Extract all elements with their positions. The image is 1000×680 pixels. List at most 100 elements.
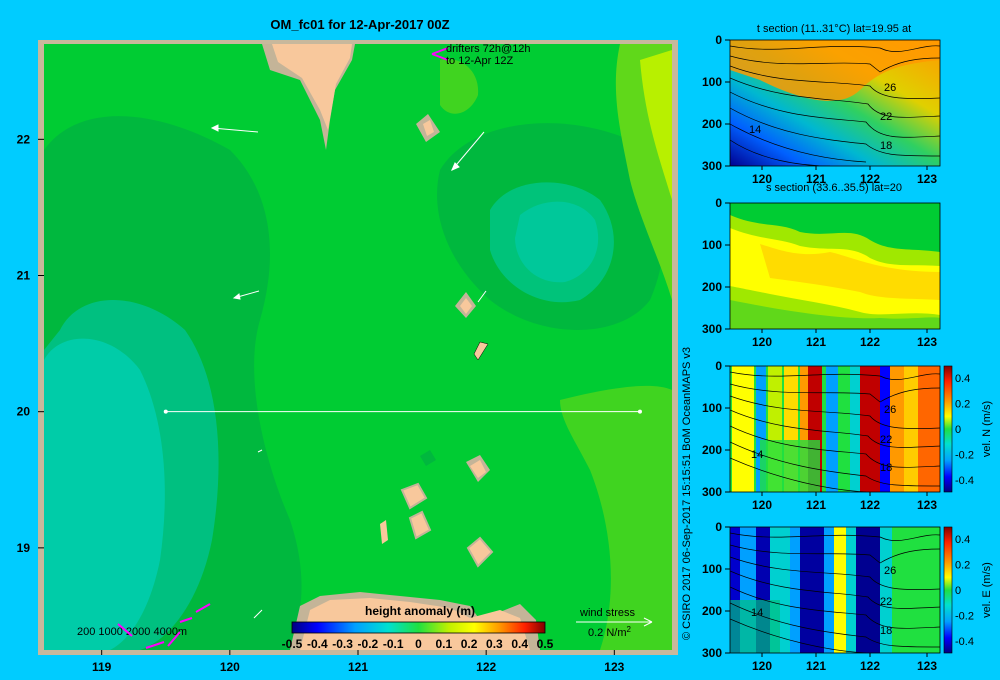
wind-stress-legend: wind stress 0.2 N/m2 xyxy=(576,607,653,639)
panel-y-tick-label: 100 xyxy=(702,75,722,89)
panel-colorbar-tick-label: 0.2 xyxy=(955,399,970,411)
colorbar-tick-label: -0.5 xyxy=(282,637,303,651)
section-line-start xyxy=(163,409,168,414)
panel-vn-colorbar xyxy=(943,365,953,493)
panel-t-contour-label: 18 xyxy=(880,140,892,152)
panel-x-tick-label: 122 xyxy=(860,659,880,673)
panel-x-tick-label: 123 xyxy=(917,335,937,349)
ssh-band-lowest xyxy=(44,338,165,650)
panel-vn-section: 26 22 18 14 vel. N (m/s) xyxy=(729,365,993,493)
panel-x-tick-label: 121 xyxy=(806,498,826,512)
island-sabtang xyxy=(473,341,489,361)
panel-s-band-deep xyxy=(730,300,940,329)
panel-ve-section: 26 22 18 14 vel. E (m/s) xyxy=(729,526,993,654)
section-line xyxy=(163,409,642,414)
colorbar-tick-label: 0.3 xyxy=(486,637,503,651)
panel-vn-contours xyxy=(730,371,940,492)
colorbar-tick-label: 0.2 xyxy=(461,637,478,651)
panel-ve-contour-label: 26 xyxy=(884,565,896,577)
seamount xyxy=(420,450,436,466)
wind-stress-arrow-head xyxy=(643,617,653,627)
map-x-tick-label: 120 xyxy=(220,660,240,674)
depth-legend-label: 200 1000 2000 4000m xyxy=(77,626,187,638)
panel-colorbar-tick-label: 0.4 xyxy=(955,373,970,385)
panel-vn-colorbar-label: vel. N (m/s) xyxy=(981,401,993,457)
current-vector xyxy=(477,290,487,303)
wind-stress-label: wind stress xyxy=(579,607,636,619)
credit-text: © CSIRO 2017 06-Sep-2017 15:15:51 BoM Oc… xyxy=(681,347,693,640)
map-title: OM_fc01 for 12-Apr-2017 00Z xyxy=(270,17,449,32)
current-vector-head xyxy=(210,124,219,132)
map-y-tick-label: 20 xyxy=(17,405,31,419)
panel-t-contour-label: 14 xyxy=(749,124,761,136)
panel-vn-frame xyxy=(729,365,941,493)
panel-s-frame xyxy=(729,202,941,330)
panel-colorbar-tick-label: 0 xyxy=(955,585,961,597)
panel-y-tick-label: 100 xyxy=(702,401,722,415)
island-batan xyxy=(460,298,472,314)
island-green-land xyxy=(423,120,434,136)
colorbar-tick-label: -0.2 xyxy=(358,637,379,651)
drifters-legend-line2: to 12-Apr 12Z xyxy=(446,55,514,67)
height-colorbar: height anomaly (m) -0.5 -0.4 -0.3 -0.2 -0.1 0… xyxy=(282,604,554,651)
panel-t-title: t section (11..31°C) lat=19.95 at xyxy=(757,23,911,35)
current-vector xyxy=(253,609,263,619)
current-vector xyxy=(451,131,485,171)
panel-colorbar-tick-label: -0.4 xyxy=(955,475,974,487)
colorbar-tick-label: -0.3 xyxy=(332,637,353,651)
depth-legend: 200 1000 2000 4000m xyxy=(77,603,211,649)
island-fuga xyxy=(380,520,388,544)
panel-x-tick-label: 123 xyxy=(917,498,937,512)
section-line-end xyxy=(637,409,642,414)
panel-t-contour-label: 22 xyxy=(880,111,892,123)
panel-x-tick-label: 122 xyxy=(860,498,880,512)
panel-y-tick-label: 100 xyxy=(702,562,722,576)
island-camiguin xyxy=(466,536,494,568)
panel-x-tick-label: 123 xyxy=(917,659,937,673)
panel-y-tick-label: 200 xyxy=(702,443,722,457)
panel-ve-stripes xyxy=(730,527,940,653)
ssh-band-high-se xyxy=(560,385,672,650)
panel-x-tick-label: 122 xyxy=(860,335,880,349)
map-y-tick-label: 22 xyxy=(17,132,31,146)
map-axis-ticks: 119 120 121 122 123 22 21 20 19 xyxy=(17,132,625,674)
drifters-legend-line1: drifters 72h@12h xyxy=(446,43,531,55)
drifter-tracks-sw xyxy=(117,603,211,649)
colorbar-tick-label: 0 xyxy=(415,637,422,651)
map-x-tick-label: 121 xyxy=(348,660,368,674)
drifter-track xyxy=(431,47,449,61)
panel-ve-frame xyxy=(729,526,941,654)
panel-colorbar-tick-label: -0.2 xyxy=(955,450,974,462)
island-calayan xyxy=(400,482,428,510)
map-y-tick-label: 19 xyxy=(17,541,31,555)
panel-ve-contour-label: 22 xyxy=(880,596,892,608)
panel-ve-contour-label: 18 xyxy=(880,625,892,637)
current-vector-head xyxy=(451,162,460,171)
panel-s-title: s section (33.6..35.5) lat=20 xyxy=(766,182,902,194)
colorbar-tick-label: -0.4 xyxy=(307,637,328,651)
colorbar-gradient xyxy=(291,621,546,634)
colorbar-tick-label: -0.1 xyxy=(383,637,404,651)
panel-vn-stripes xyxy=(732,366,940,492)
panel-t-contour-label: 26 xyxy=(884,82,896,94)
map-x-tick-label: 122 xyxy=(476,660,496,674)
panel-colorbar-tick-label: 0 xyxy=(955,424,961,436)
colorbar-tick-label: 0.1 xyxy=(435,637,452,651)
panel-y-tick-label: 0 xyxy=(715,359,722,373)
map-y-tick-label: 21 xyxy=(17,269,31,283)
current-vector xyxy=(257,449,263,453)
panel-colorbar-tick-label: 0.2 xyxy=(955,560,970,572)
panel-x-tick-label: 120 xyxy=(752,498,772,512)
panel-ve-contours xyxy=(730,532,940,653)
panel-ve-colorbar-label: vel. E (m/s) xyxy=(981,562,993,618)
panel-y-tick-label: 300 xyxy=(702,646,722,660)
panel-axis-ticks: 0 100 200 300 120 121 122 123 0 100 200 300 120 121 12… xyxy=(702,33,974,673)
panel-x-tick-label: 120 xyxy=(752,172,772,186)
wind-stress-value: 0.2 N/m2 xyxy=(588,625,632,639)
panel-y-tick-label: 100 xyxy=(702,238,722,252)
panel-x-tick-label: 121 xyxy=(806,335,826,349)
panel-y-tick-label: 0 xyxy=(715,196,722,210)
panel-x-tick-label: 121 xyxy=(806,172,826,186)
current-vector-head xyxy=(232,293,241,300)
